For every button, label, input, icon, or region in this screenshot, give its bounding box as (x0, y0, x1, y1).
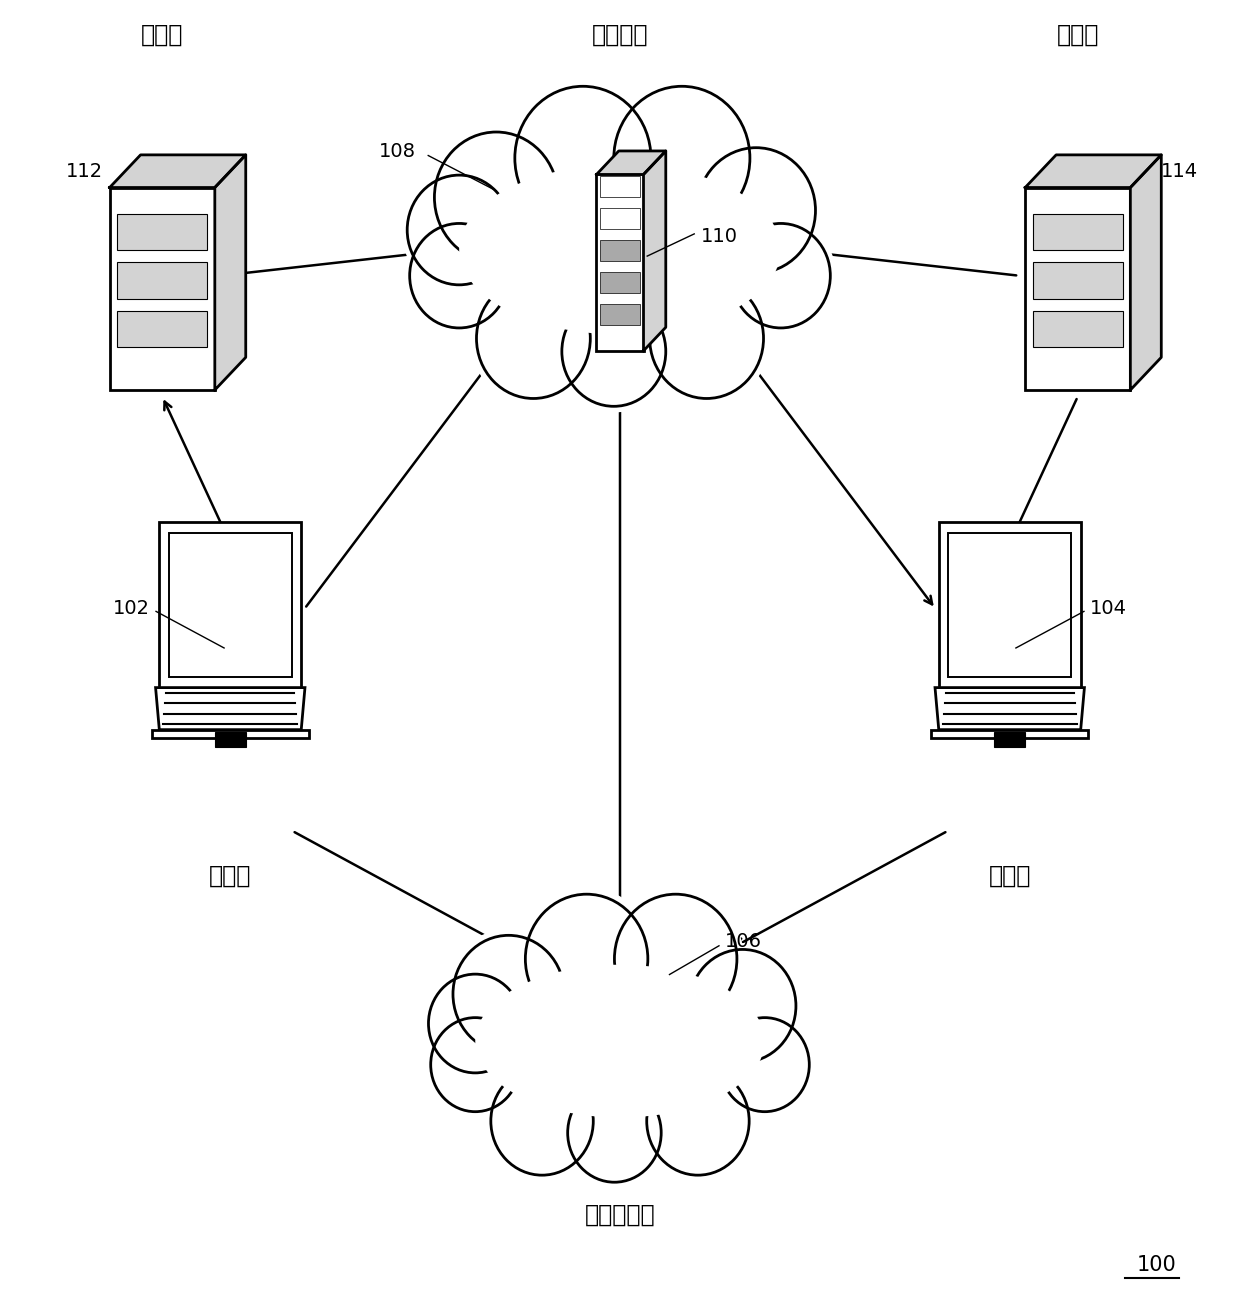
Circle shape (715, 1013, 813, 1117)
FancyBboxPatch shape (117, 213, 207, 250)
Circle shape (557, 291, 671, 412)
Text: 区块链网络: 区块链网络 (585, 1203, 655, 1227)
FancyBboxPatch shape (1025, 187, 1131, 390)
Circle shape (609, 888, 743, 1030)
Circle shape (683, 944, 801, 1068)
Text: 106: 106 (725, 932, 763, 952)
FancyBboxPatch shape (1033, 213, 1123, 250)
Circle shape (404, 219, 513, 334)
Circle shape (727, 219, 836, 334)
Text: 支付网络: 支付网络 (591, 24, 649, 47)
FancyBboxPatch shape (600, 272, 640, 293)
FancyBboxPatch shape (931, 729, 1089, 738)
FancyBboxPatch shape (600, 304, 640, 325)
Text: 114: 114 (1162, 162, 1198, 181)
FancyBboxPatch shape (596, 174, 644, 351)
Circle shape (644, 272, 769, 404)
Circle shape (486, 1062, 599, 1181)
Circle shape (424, 969, 527, 1077)
Circle shape (402, 170, 516, 291)
FancyBboxPatch shape (1033, 262, 1123, 298)
Polygon shape (935, 687, 1085, 729)
FancyBboxPatch shape (600, 175, 640, 196)
FancyBboxPatch shape (151, 729, 309, 738)
FancyBboxPatch shape (117, 262, 207, 298)
Text: 收款人: 收款人 (988, 864, 1030, 888)
FancyBboxPatch shape (600, 208, 640, 229)
Polygon shape (596, 151, 666, 174)
Circle shape (563, 1079, 666, 1187)
Circle shape (520, 888, 653, 1030)
FancyBboxPatch shape (169, 533, 291, 677)
Circle shape (508, 79, 657, 237)
Polygon shape (644, 151, 666, 351)
Circle shape (641, 1062, 754, 1181)
Text: 110: 110 (701, 226, 738, 246)
Ellipse shape (518, 988, 722, 1094)
Ellipse shape (497, 977, 743, 1106)
Circle shape (427, 1013, 525, 1117)
Ellipse shape (459, 165, 781, 335)
Text: 102: 102 (113, 600, 150, 618)
Text: 108: 108 (379, 143, 415, 161)
Text: 收购者: 收购者 (1056, 24, 1099, 47)
Polygon shape (1025, 154, 1162, 187)
Text: 104: 104 (1090, 600, 1127, 618)
FancyBboxPatch shape (1033, 312, 1123, 347)
FancyBboxPatch shape (994, 732, 1025, 747)
Text: 支付者: 支付者 (210, 864, 252, 888)
Circle shape (608, 79, 756, 237)
FancyBboxPatch shape (117, 312, 207, 347)
Polygon shape (109, 154, 246, 187)
Text: 112: 112 (66, 162, 103, 181)
Circle shape (448, 929, 570, 1059)
FancyBboxPatch shape (949, 533, 1071, 677)
FancyBboxPatch shape (939, 522, 1081, 687)
FancyBboxPatch shape (215, 732, 246, 747)
Circle shape (428, 126, 564, 270)
Polygon shape (215, 154, 246, 390)
Polygon shape (1131, 154, 1162, 390)
Text: 发行者: 发行者 (141, 24, 184, 47)
Polygon shape (155, 687, 305, 729)
Ellipse shape (484, 178, 756, 322)
FancyBboxPatch shape (109, 187, 215, 390)
Circle shape (471, 272, 596, 404)
Text: 100: 100 (1137, 1255, 1177, 1275)
FancyBboxPatch shape (600, 240, 640, 260)
Ellipse shape (507, 190, 733, 309)
FancyBboxPatch shape (159, 522, 301, 687)
Ellipse shape (475, 965, 765, 1118)
Circle shape (691, 141, 821, 279)
